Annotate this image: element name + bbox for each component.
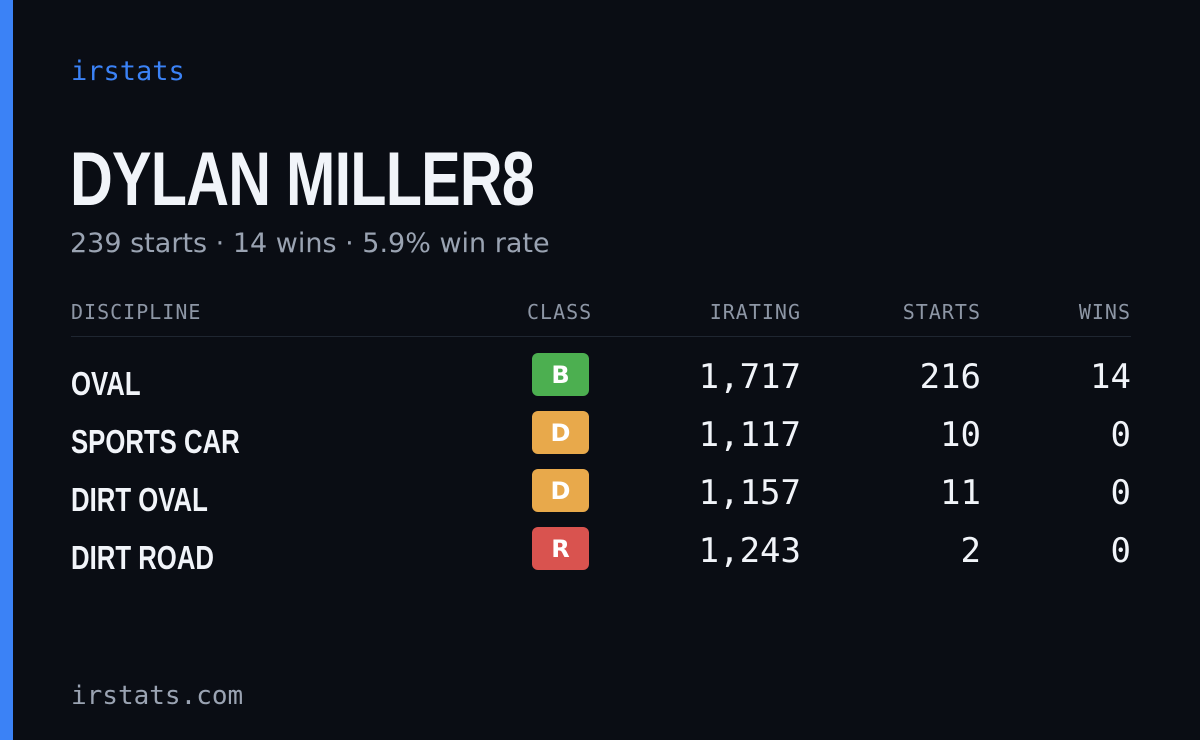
class-badge: D — [532, 469, 589, 512]
player-summary: 239 starts · 14 wins · 5.9% win rate — [70, 228, 550, 259]
discipline-name: DIRT ROAD — [71, 539, 214, 576]
irating-value: 1,717 — [698, 357, 801, 397]
starts-value: 2 — [960, 531, 981, 571]
header-irating: IRATING — [709, 300, 801, 324]
wins-value: 0 — [1110, 415, 1131, 455]
irating-value: 1,117 — [698, 415, 801, 455]
footer-url: irstats.com — [71, 681, 244, 711]
table-row: DIRT ROAD R 1,243 2 0 — [71, 527, 1131, 585]
class-badge: R — [532, 527, 589, 570]
brand-logo: irstats — [71, 56, 185, 87]
starts-value: 216 — [919, 357, 981, 397]
wins-value: 0 — [1110, 473, 1131, 513]
wins-value: 14 — [1090, 357, 1131, 397]
header-wins: WINS — [1078, 300, 1131, 324]
header-class: CLASS — [527, 300, 593, 324]
class-badge: B — [532, 353, 589, 396]
table-header: DISCIPLINE CLASS IRATING STARTS WINS — [71, 298, 1131, 337]
class-badge: D — [532, 411, 589, 454]
accent-bar — [0, 0, 13, 740]
starts-value: 10 — [940, 415, 981, 455]
table-body: OVAL B 1,717 216 14 SPORTS CAR D 1,117 1… — [71, 337, 1131, 585]
irating-value: 1,157 — [698, 473, 801, 513]
table-row: DIRT OVAL D 1,157 11 0 — [71, 469, 1131, 527]
discipline-name: DIRT OVAL — [71, 481, 208, 518]
player-name: DYLAN MILLER8 — [70, 137, 535, 222]
table-row: OVAL B 1,717 216 14 — [71, 353, 1131, 411]
wins-value: 0 — [1110, 531, 1131, 571]
stats-table: DISCIPLINE CLASS IRATING STARTS WINS OVA… — [71, 298, 1131, 585]
discipline-name: SPORTS CAR — [71, 423, 240, 460]
header-discipline: DISCIPLINE — [71, 300, 202, 324]
table-row: SPORTS CAR D 1,117 10 0 — [71, 411, 1131, 469]
header-starts: STARTS — [902, 300, 981, 324]
irating-value: 1,243 — [698, 531, 801, 571]
starts-value: 11 — [940, 473, 981, 513]
discipline-name: OVAL — [71, 365, 141, 402]
